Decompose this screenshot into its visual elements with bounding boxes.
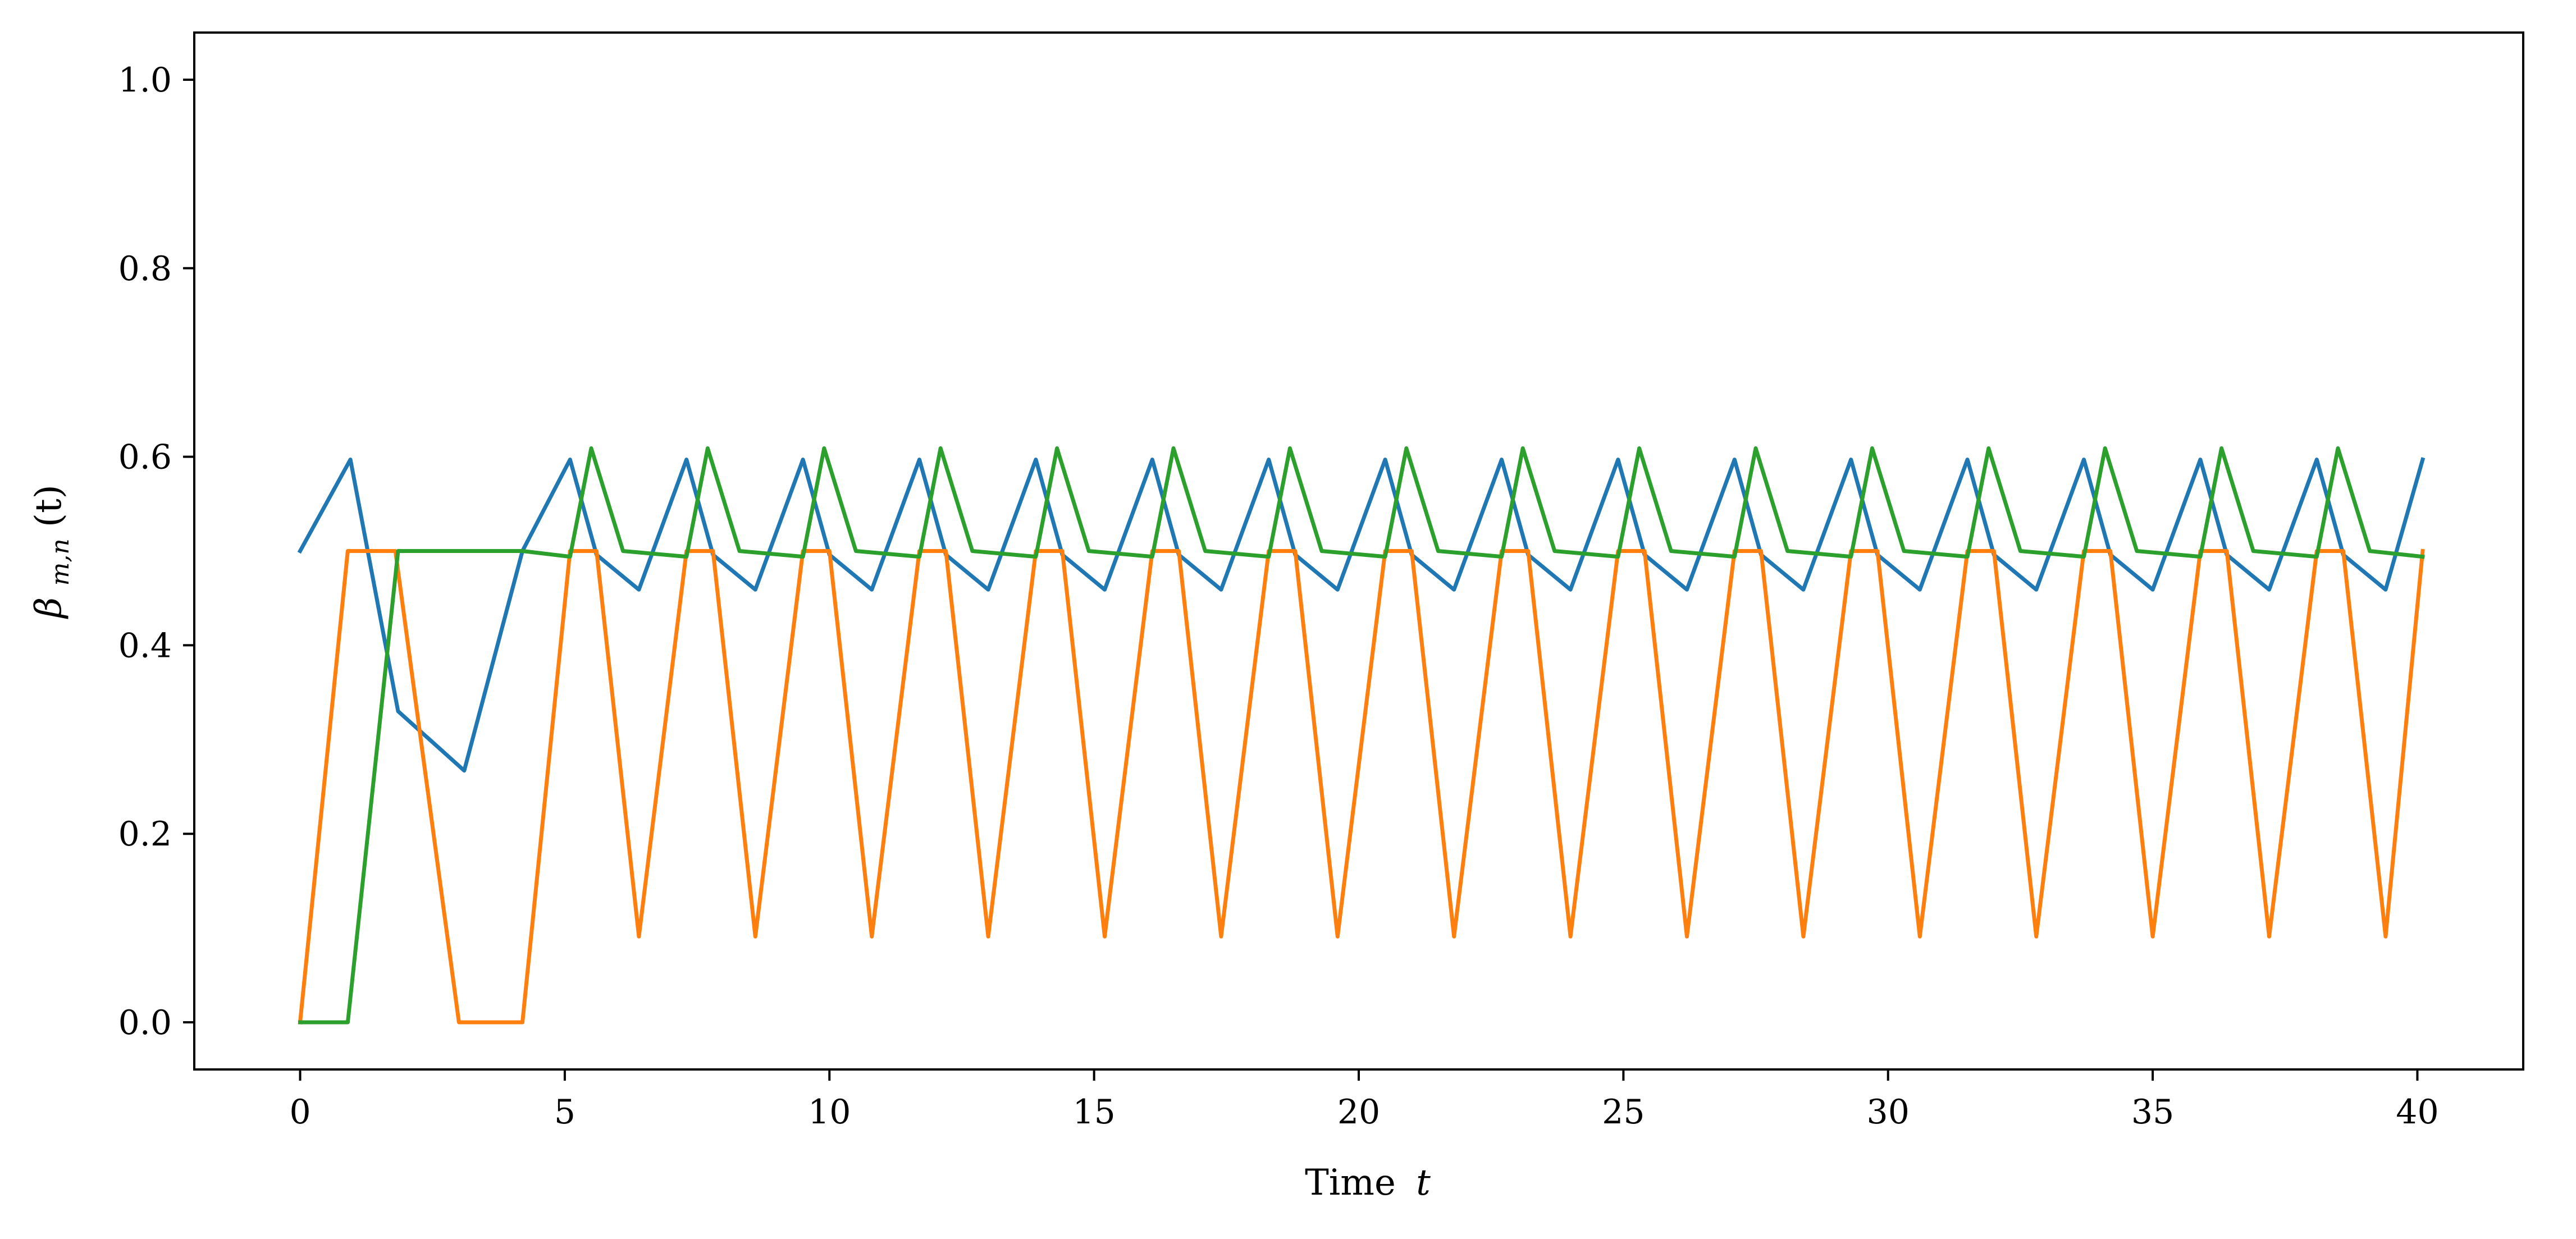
x-axis-label-text: Time bbox=[1305, 1162, 1396, 1204]
series-layer bbox=[297, 446, 2426, 1025]
x-tick-label: 25 bbox=[1602, 1092, 1645, 1132]
x-axis-label: Time t bbox=[1305, 1162, 1431, 1204]
series-line-2 bbox=[298, 548, 2425, 1025]
x-tick-label: 10 bbox=[808, 1092, 851, 1132]
series-line-3 bbox=[298, 446, 2425, 1025]
x-tick-label: 0 bbox=[289, 1092, 310, 1132]
y-tick-label: 0.2 bbox=[118, 815, 172, 854]
x-axis-label-variable: t bbox=[1416, 1162, 1431, 1204]
y-tick-label: 0.8 bbox=[118, 249, 172, 289]
y-axis-label: β m,n (t) bbox=[28, 484, 77, 619]
y-tick-label: 0.4 bbox=[118, 626, 172, 665]
series-line-1 bbox=[297, 457, 2426, 773]
y-axis-ticks: 0.0 0.2 0.4 0.6 0.8 1.0 bbox=[118, 61, 194, 1043]
y-axis-label-argument: (t) bbox=[28, 484, 70, 527]
x-tick-label: 20 bbox=[1337, 1092, 1380, 1132]
x-axis-ticks: 0 5 10 15 20 25 30 35 40 bbox=[289, 1069, 2439, 1132]
y-tick-label: 0.6 bbox=[118, 438, 172, 477]
x-tick-label: 5 bbox=[554, 1092, 576, 1132]
x-tick-label: 35 bbox=[2131, 1092, 2174, 1132]
y-tick-label: 0.0 bbox=[118, 1003, 172, 1043]
y-axis-label-symbol: β bbox=[28, 597, 70, 619]
y-axis-label-subscript: m,n bbox=[46, 538, 75, 586]
y-tick-label: 1.0 bbox=[118, 61, 172, 100]
x-tick-label: 30 bbox=[1867, 1092, 1910, 1132]
x-tick-label: 40 bbox=[2396, 1092, 2438, 1132]
x-tick-label: 15 bbox=[1072, 1092, 1115, 1132]
